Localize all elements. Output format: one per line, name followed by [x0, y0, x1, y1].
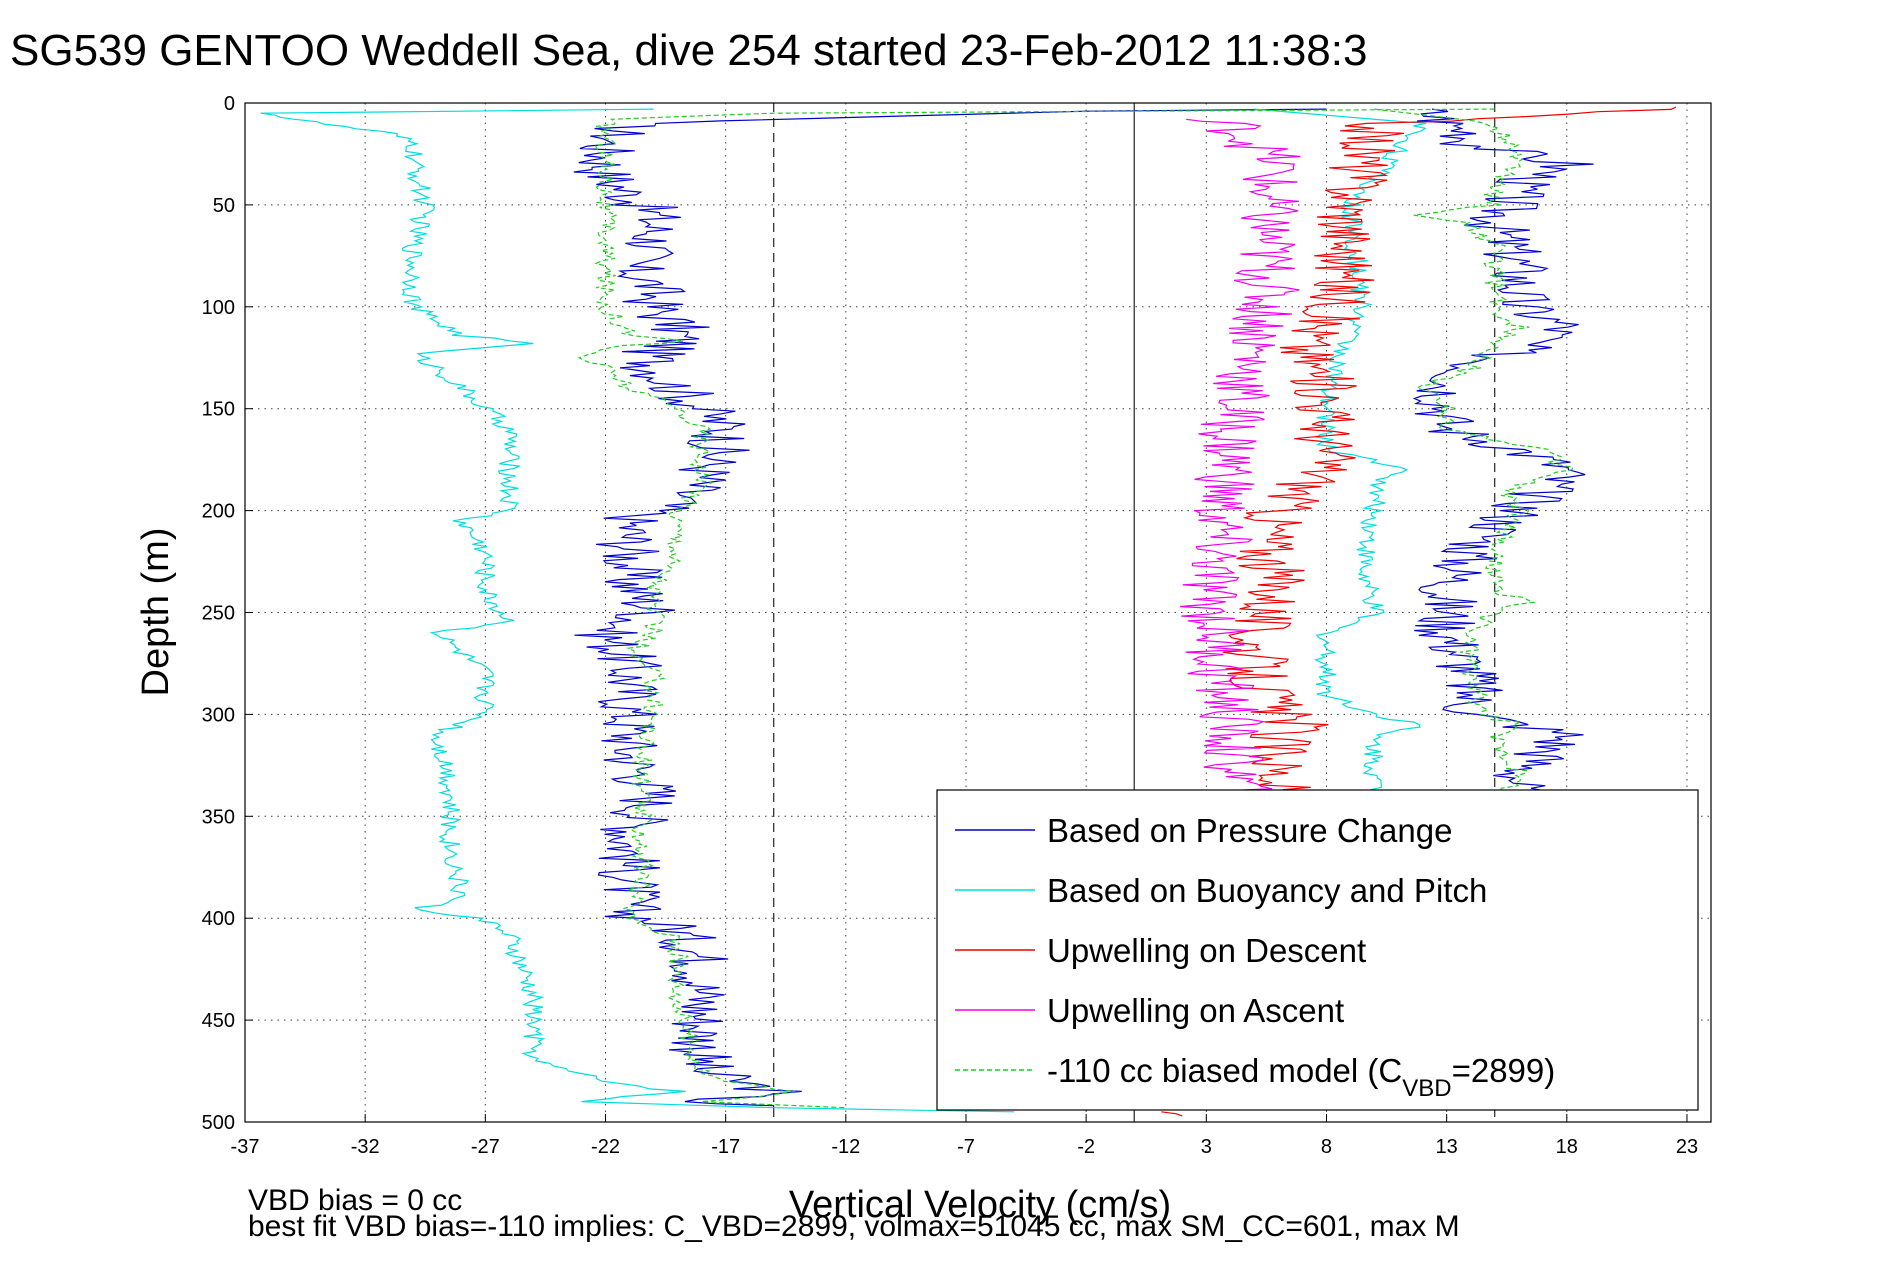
y-tick-label: 150: [202, 399, 235, 421]
y-axis-label: Depth (m): [135, 528, 177, 697]
x-axis-label: Vertical Velocity (cm/s): [789, 1184, 1171, 1226]
footer-vbd-bias: VBD bias = 0 cc: [248, 1184, 462, 1217]
x-tick-label: -27: [471, 1136, 500, 1158]
x-tick-label: -32: [351, 1136, 380, 1158]
series-line: [1180, 118, 1301, 807]
legend-label: Upwelling on Ascent: [1047, 992, 1344, 1029]
y-tick-label: 250: [202, 603, 235, 625]
series-lines: [260, 106, 1677, 1117]
x-tick-label: -7: [957, 1136, 975, 1158]
y-tick-label: 400: [202, 908, 235, 930]
y-tick-label: 50: [213, 195, 235, 217]
series-line: [1374, 108, 1574, 797]
legend: Based on Pressure Change Based on Buoyanc…: [936, 789, 1699, 1111]
x-tick-label: -2: [1077, 1136, 1095, 1158]
series-line: [577, 108, 1495, 1109]
x-tick-label: 8: [1321, 1136, 1332, 1158]
x-tick-label: -17: [711, 1136, 740, 1158]
x-tick-label: -12: [831, 1136, 860, 1158]
series-line: [1254, 108, 1427, 807]
y-tick-label: 100: [202, 297, 235, 319]
legend-box: [936, 789, 1699, 1111]
x-tick-label: -22: [591, 1136, 620, 1158]
x-tick-label: 18: [1556, 1136, 1578, 1158]
y-tick-label: 350: [202, 806, 235, 828]
axis-ticks: -37 -32 -27 -22 -17 -12 -7 -2 3 8 13 18 23 0 50 100 150 2…: [202, 93, 1698, 1158]
legend-label: Based on Buoyancy and Pitch: [1047, 872, 1487, 909]
footer-best-fit: best fit VBD bias=-110 implies: C_VBD=28…: [248, 1210, 1460, 1243]
y-tick-label: 0: [224, 93, 235, 115]
x-tick-label: 13: [1436, 1136, 1458, 1158]
series-line: [1412, 108, 1594, 797]
series-line: [260, 108, 1015, 1113]
y-tick-label: 450: [202, 1010, 235, 1032]
y-tick-label: 300: [202, 704, 235, 726]
x-tick-label: 23: [1676, 1136, 1698, 1158]
y-tick-label: 200: [202, 501, 235, 523]
series-line: [1222, 106, 1677, 807]
chart-title: SG539 GENTOO Weddell Sea, dive 254 start…: [10, 26, 1367, 75]
series-line: [1161, 1111, 1183, 1117]
legend-label: Upwelling on Descent: [1047, 932, 1366, 969]
series-line: [573, 108, 1327, 1108]
x-tick-label: 3: [1201, 1136, 1212, 1158]
legend-label: Based on Pressure Change: [1047, 812, 1452, 849]
y-tick-label: 500: [202, 1112, 235, 1134]
x-tick-label: -37: [231, 1136, 260, 1158]
